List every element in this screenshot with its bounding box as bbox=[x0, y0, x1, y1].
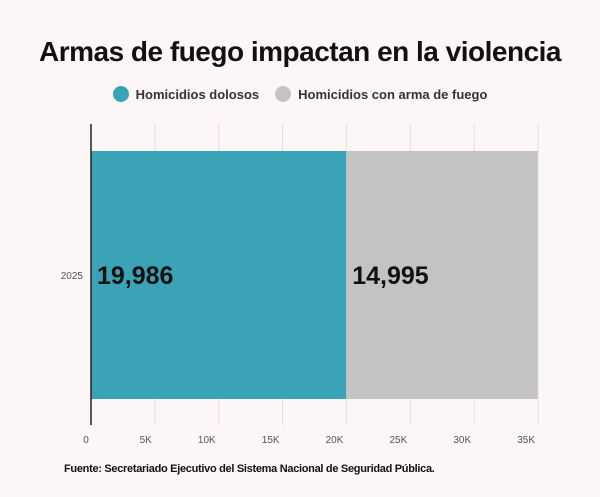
x-tick-label: 20K bbox=[326, 435, 344, 446]
x-tick-label: 30K bbox=[453, 435, 471, 446]
x-tick-label: 25K bbox=[389, 435, 407, 446]
legend-label-homicidios-arma-fuego: Homicidios con arma de fuego bbox=[298, 86, 488, 102]
data-label: 14,995 bbox=[352, 262, 429, 290]
data-label: 19,986 bbox=[97, 262, 173, 290]
chart-title: Armas de fuego impactan en la violencia bbox=[38, 36, 562, 67]
x-tick-label: 0 bbox=[83, 435, 89, 446]
legend-swatch-homicidios-dolosos bbox=[112, 86, 129, 102]
category-label: 2025 bbox=[61, 271, 84, 282]
bar-homicidios-dolosos bbox=[91, 151, 347, 399]
source-footnote: Fuente: Secretariado Ejecutivo del Siste… bbox=[64, 463, 435, 475]
x-tick-label: 5K bbox=[140, 435, 153, 446]
bar-homicidios-arma-fuego bbox=[346, 151, 538, 399]
x-tick-label: 15K bbox=[262, 435, 280, 446]
x-tick-label: 10K bbox=[198, 435, 216, 446]
chart-legend: Homicidios dolosos Homicidios con arma d… bbox=[0, 86, 600, 102]
x-tick-label: 35K bbox=[517, 435, 535, 446]
legend-item-homicidios-arma-fuego[interactable]: Homicidios con arma de fuego bbox=[275, 86, 487, 102]
legend-label-homicidios-dolosos: Homicidios dolosos bbox=[135, 86, 260, 102]
legend-item-homicidios-dolosos[interactable]: Homicidios dolosos bbox=[112, 86, 260, 102]
legend-swatch-homicidios-arma-fuego bbox=[275, 86, 292, 102]
